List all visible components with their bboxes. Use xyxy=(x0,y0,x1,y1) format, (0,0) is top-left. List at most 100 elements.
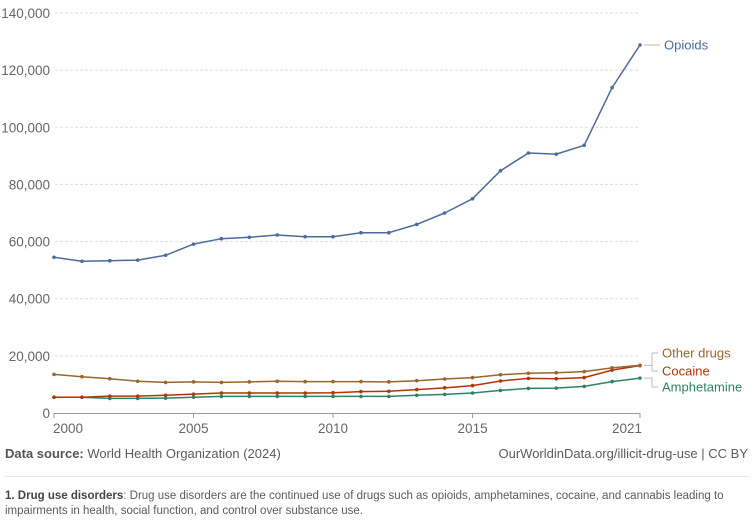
series-opioids xyxy=(52,43,642,264)
data-point xyxy=(52,255,56,260)
y-tick-label: 120,000 xyxy=(1,63,50,78)
data-point xyxy=(610,366,614,370)
footnote-text: : Drug use disorders are the continued u… xyxy=(5,490,724,517)
data-point xyxy=(275,391,280,395)
series-label-cocaine: Cocaine xyxy=(662,364,710,379)
data-point xyxy=(219,391,224,395)
data-point xyxy=(163,380,168,385)
data-point xyxy=(610,85,614,90)
data-point xyxy=(331,394,335,399)
data-point xyxy=(387,389,391,394)
data-point xyxy=(52,395,56,400)
y-tick-label: 140,000 xyxy=(1,6,50,21)
data-point xyxy=(470,375,475,380)
data-point xyxy=(275,233,280,237)
x-tick-label: 2010 xyxy=(318,421,348,436)
data-point xyxy=(554,370,559,375)
data-point xyxy=(498,388,503,393)
data-point xyxy=(442,392,447,397)
data-point xyxy=(582,369,586,374)
data-point xyxy=(470,196,475,201)
data-point xyxy=(526,386,531,391)
data-point xyxy=(359,230,363,235)
data-point xyxy=(80,395,84,400)
data-point xyxy=(414,378,419,383)
data-point xyxy=(470,383,475,388)
data-point xyxy=(219,380,224,385)
data-point xyxy=(219,394,224,399)
data-point xyxy=(303,234,307,239)
data-point xyxy=(52,372,56,377)
data-point xyxy=(247,380,252,384)
line-chart: 0 20,000 40,000 60,000 80,000 100,000 120,000 1… xyxy=(1,6,742,436)
data-point xyxy=(275,379,280,384)
data-point xyxy=(275,394,280,399)
data-point xyxy=(498,379,503,383)
data-source-value: World Health Organization (2024) xyxy=(87,446,281,461)
y-tick-label: 20,000 xyxy=(9,349,50,364)
x-tick-label: 2015 xyxy=(458,421,488,436)
data-point xyxy=(108,394,112,398)
data-point xyxy=(191,395,196,400)
data-point xyxy=(247,391,252,395)
data-point xyxy=(638,43,642,47)
data-point xyxy=(442,386,447,390)
footnote-number: 1. xyxy=(5,490,15,502)
data-point xyxy=(331,379,335,384)
source-url-link[interactable]: OurWorldinData.org/illicit-drug-use | CC… xyxy=(498,446,749,461)
x-tick-label: 2005 xyxy=(179,421,209,436)
data-point xyxy=(80,259,84,264)
y-tick-label: 40,000 xyxy=(9,292,50,307)
data-point xyxy=(387,230,391,235)
footer-divider xyxy=(5,476,748,477)
data-point xyxy=(526,371,531,376)
data-point xyxy=(554,376,559,381)
data-point xyxy=(638,376,642,380)
data-point xyxy=(247,394,252,399)
data-point xyxy=(582,375,586,380)
data-point xyxy=(442,377,447,381)
gridlines xyxy=(55,12,640,357)
series-line xyxy=(54,364,641,399)
data-point xyxy=(108,376,112,381)
data-point xyxy=(135,379,140,384)
data-point xyxy=(191,392,196,396)
data-point xyxy=(163,393,168,398)
data-point xyxy=(331,390,335,395)
x-axis: 2000 2005 2010 2015 2021 xyxy=(53,413,642,436)
data-point xyxy=(442,211,447,215)
series-lines xyxy=(52,43,642,401)
series-label-opioids: Opioids xyxy=(664,38,709,53)
y-axis: 0 20,000 40,000 60,000 80,000 100,000 120,000 1… xyxy=(1,6,50,421)
series-label-other-drugs: Other drugs xyxy=(662,346,731,361)
data-point xyxy=(582,384,586,389)
y-tick-label: 0 xyxy=(42,406,50,421)
data-point xyxy=(219,236,224,241)
series-line xyxy=(54,377,641,400)
data-point xyxy=(526,376,531,381)
label-connector xyxy=(644,352,658,372)
data-point xyxy=(387,380,391,384)
y-tick-label: 60,000 xyxy=(9,235,50,250)
series-line xyxy=(53,44,641,263)
data-point xyxy=(247,235,252,240)
label-connector xyxy=(644,377,658,388)
data-point xyxy=(414,387,419,392)
data-point xyxy=(638,363,642,368)
data-point xyxy=(191,242,196,246)
data-point xyxy=(498,168,503,173)
footnote-term: Drug use disorders xyxy=(17,490,124,502)
data-point xyxy=(359,394,363,399)
data-point xyxy=(303,379,307,384)
data-point xyxy=(135,394,140,398)
data-source: Data source: World Health Organization (… xyxy=(5,446,281,461)
data-point xyxy=(135,258,140,262)
y-tick-label: 80,000 xyxy=(9,177,50,192)
data-point xyxy=(80,374,84,379)
footnote: 1. Drug use disorders: Drug use disorder… xyxy=(5,489,745,519)
data-point xyxy=(331,234,335,239)
data-point xyxy=(108,258,112,263)
series-line xyxy=(53,364,641,384)
data-point xyxy=(582,143,586,148)
